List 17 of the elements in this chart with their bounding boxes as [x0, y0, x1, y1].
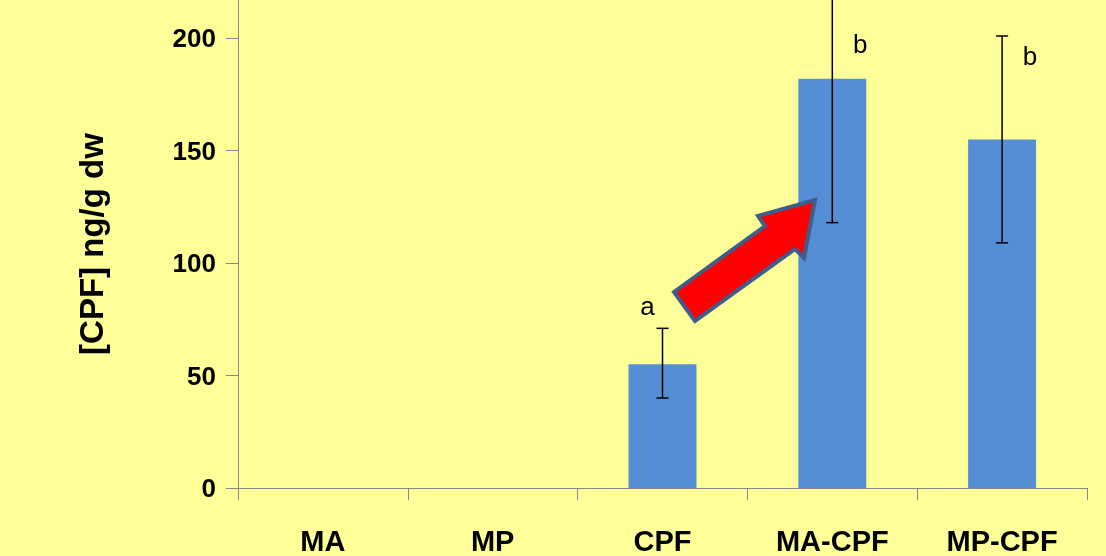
annotation: b — [1022, 40, 1038, 71]
y-tick-label: 200 — [172, 23, 216, 54]
annotation: b — [853, 29, 868, 59]
x-tick-label: MP-CPF — [946, 524, 1058, 556]
y-tick-label: 150 — [172, 135, 216, 166]
y-tick-label: 50 — [187, 360, 216, 391]
y-tick-label: 0 — [201, 473, 216, 503]
bar — [968, 139, 1037, 488]
y-tick-label: 100 — [172, 248, 216, 279]
bar — [798, 78, 867, 488]
y-axis-title: [CPF] ng/g dw — [73, 132, 110, 355]
annotation: a — [640, 291, 656, 322]
x-tick-label: MA-CPF — [775, 524, 889, 556]
x-tick-label: CPF — [633, 524, 692, 556]
x-tick-label: MP — [470, 524, 515, 556]
bar — [628, 364, 697, 488]
x-tick-label: MA — [300, 524, 346, 556]
